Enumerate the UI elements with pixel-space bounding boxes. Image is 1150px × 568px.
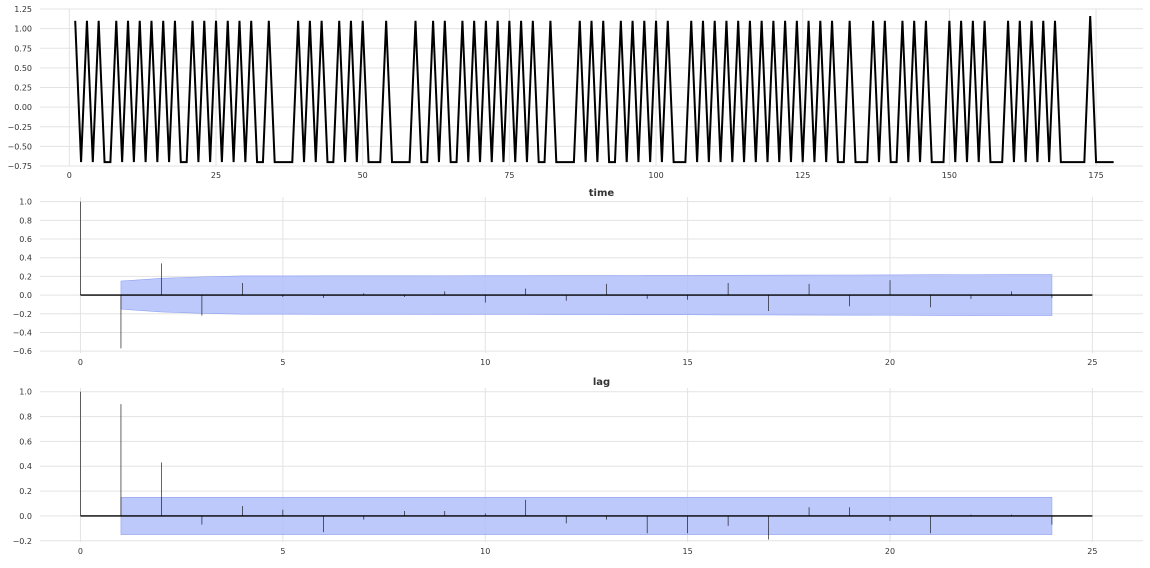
y-tick-label: 0.8	[19, 413, 32, 422]
y-tick-label: 0.6	[19, 235, 32, 244]
x-tick-label: 25	[211, 171, 221, 180]
y-tick-label: 0.8	[19, 216, 32, 225]
x-tick-label: 15	[683, 358, 693, 367]
x-axis-label: lag	[593, 377, 610, 388]
y-tick-label: 0.0	[19, 291, 32, 300]
y-tick-label: 0.6	[19, 437, 32, 446]
y-tick-label: −0.25	[7, 123, 32, 132]
x-tick-label: 25	[1087, 547, 1097, 556]
y-tick-label: −0.50	[7, 142, 32, 151]
y-tick-label: 0.4	[19, 462, 32, 471]
x-tick-label: 15	[683, 547, 693, 556]
x-tick-label: 25	[1087, 358, 1097, 367]
y-tick-label: −0.6	[13, 347, 32, 356]
y-tick-label: −0.4	[13, 328, 32, 337]
x-tick-label: 20	[885, 358, 895, 367]
x-tick-label: 50	[358, 171, 368, 180]
y-tick-label: 1.25	[14, 5, 32, 14]
y-tick-label: 0.4	[19, 254, 32, 263]
y-tick-label: 0.50	[14, 64, 32, 73]
y-tick-label: 1.00	[14, 25, 32, 34]
x-tick-label: 10	[480, 547, 490, 556]
series-line	[74, 16, 1114, 164]
x-tick-label: 175	[1088, 171, 1103, 180]
y-tick-label: 1.0	[19, 198, 32, 207]
x-tick-label: 10	[480, 358, 490, 367]
y-tick-label: 0.2	[19, 487, 32, 496]
x-axis-label: time	[589, 188, 615, 199]
x-tick-label: 100	[648, 171, 663, 180]
y-tick-label: 0.2	[19, 272, 32, 281]
y-tick-label: −0.2	[13, 310, 32, 319]
x-tick-label: 20	[885, 547, 895, 556]
acf-chart: 0 5 10 15 20 25 −0.6 −0.4 −0.2 0.0 0.2 0.4 0.6 0.8 1.0…	[13, 197, 1143, 388]
y-tick-label: −0.75	[7, 162, 32, 171]
x-tick-label: 0	[67, 171, 72, 180]
x-tick-label: 0	[78, 358, 83, 367]
y-tick-label: 0.75	[14, 44, 32, 53]
y-tick-label: −0.2	[13, 537, 32, 546]
y-tick-label: 0.0	[19, 512, 32, 521]
x-tick-label: 5	[280, 547, 285, 556]
x-tick-label: 75	[504, 171, 514, 180]
pacf-chart: 0 5 10 15 20 25 −0.2 0.0 0.2 0.4 0.6 0.8 1.0	[13, 388, 1143, 556]
y-tick-label: 0.25	[14, 84, 32, 93]
x-tick-label: 150	[942, 171, 957, 180]
x-tick-label: 125	[795, 171, 810, 180]
y-tick-label: 1.0	[19, 388, 32, 397]
x-tick-label: 0	[78, 547, 83, 556]
x-tick-label: 5	[280, 358, 285, 367]
y-tick-label: 0.00	[14, 103, 32, 112]
time-series-chart: 0 25 50 75 100 125 150 175 −0.75 −0.50 −0.25 0.00 0.…	[7, 5, 1143, 199]
